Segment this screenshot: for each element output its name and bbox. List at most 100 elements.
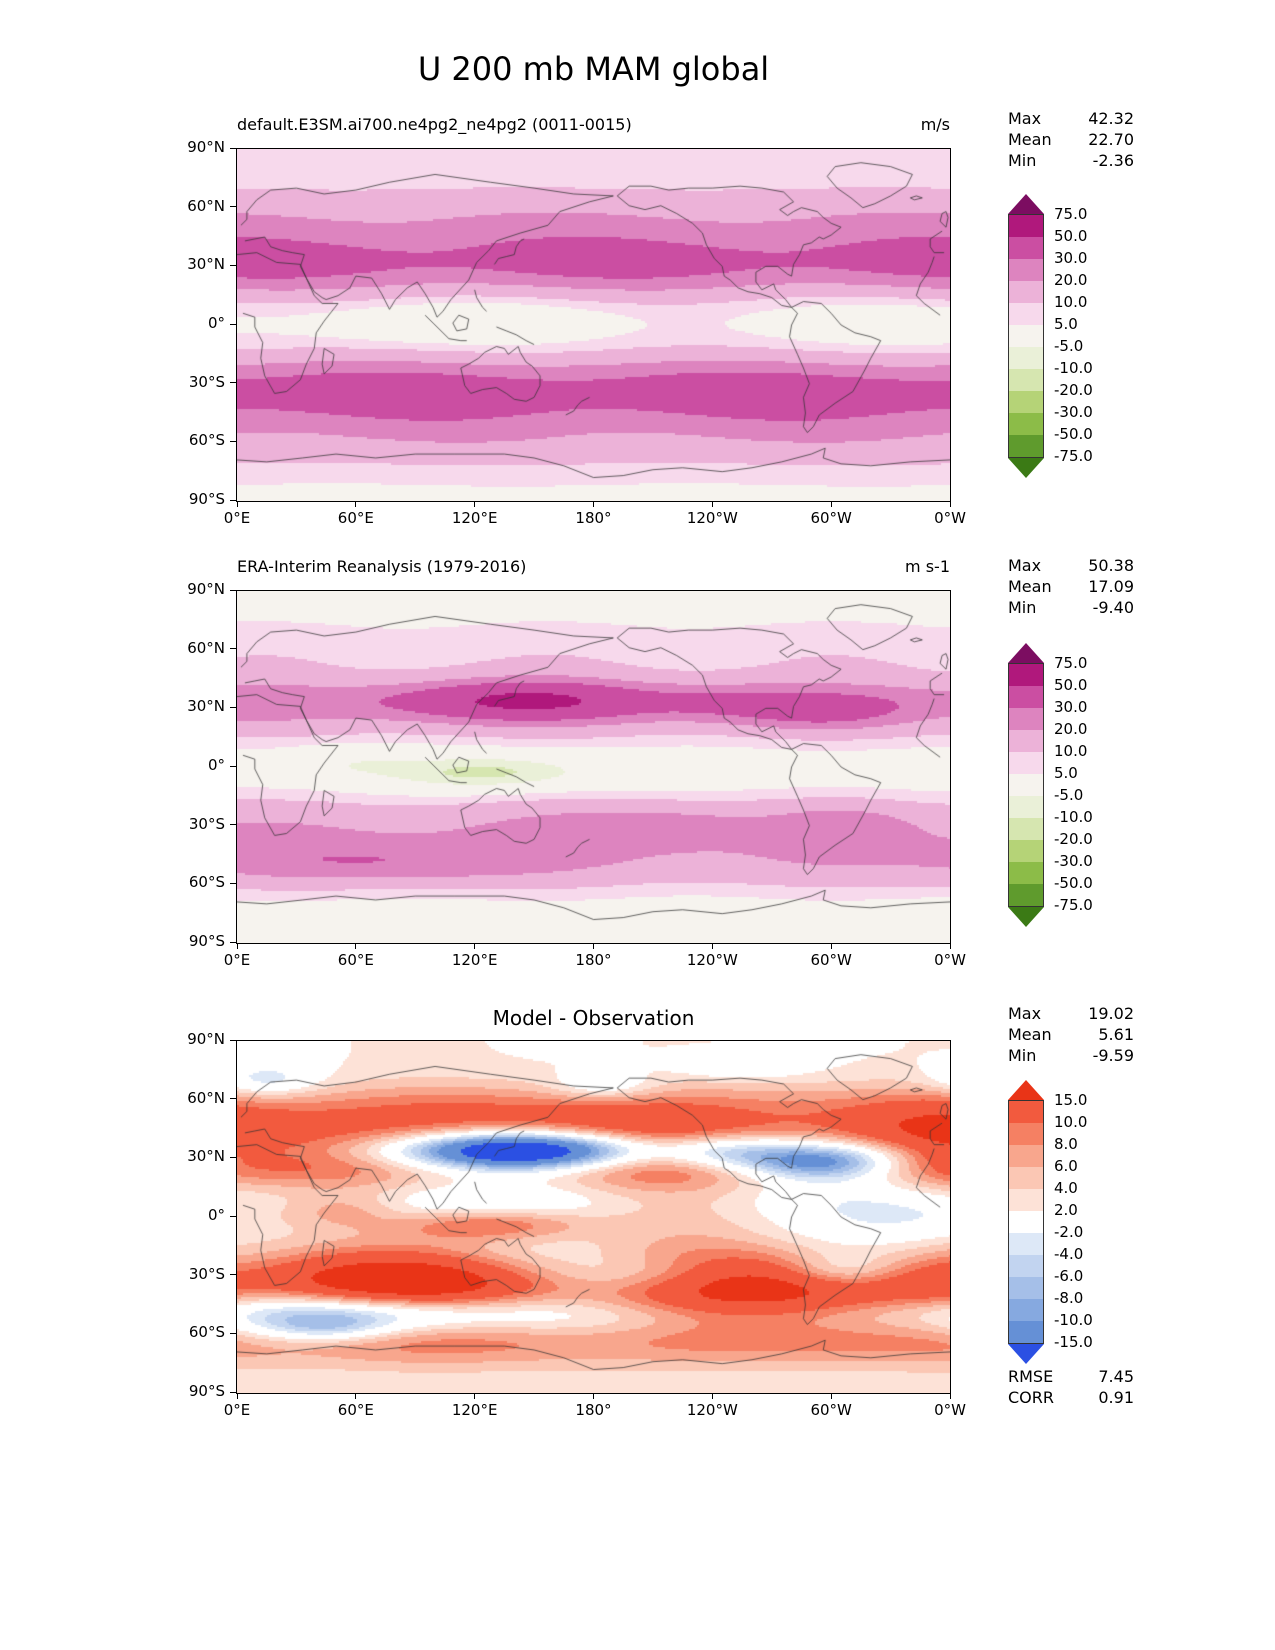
x-tick-mark: [355, 1394, 357, 1399]
colorbar-segment: [1009, 369, 1043, 391]
colorbar-segment: [1009, 435, 1043, 457]
colorbar-tick-label: 10.0: [1054, 1113, 1088, 1131]
colorbar-tick-label: -10.0: [1054, 808, 1093, 826]
colorbar-segment: [1009, 259, 1043, 281]
stat-label: Mean: [1008, 577, 1052, 596]
colorbar-reanalysis: 75.0 50.0 30.0 20.0 10.0 5.0 -5.0 -10.0 -20.0 -30…: [1008, 643, 1138, 927]
x-tick-label: 60°W: [810, 951, 852, 969]
stat-value: -9.40: [1092, 598, 1134, 617]
metric-row: CORR 0.91: [1008, 1387, 1134, 1408]
panel-title-reanalysis: ERA-Interim Reanalysis (1979-2016): [237, 557, 527, 576]
y-tick-mark: [230, 1098, 236, 1100]
colorbar-tick-label: -15.0: [1054, 1333, 1093, 1351]
y-tick-label: 90°N: [187, 580, 225, 598]
colorbar-tick-label: -8.0: [1054, 1289, 1084, 1307]
colorbar-segment: [1009, 884, 1043, 906]
y-tick-mark: [230, 1391, 236, 1393]
colorbar-tick-label: 5.0: [1054, 315, 1078, 333]
x-tick-label: 0°E: [223, 1401, 251, 1419]
y-tick-label: 60°S: [188, 431, 225, 450]
y-tick-mark: [230, 264, 236, 266]
colorbar-tick-label: 10.0: [1054, 742, 1088, 760]
colorbar-tick-label: 75.0: [1054, 654, 1088, 672]
colorbar-body: [1008, 1100, 1044, 1344]
y-tick-mark: [230, 499, 236, 501]
metric-value: 0.91: [1098, 1388, 1134, 1407]
y-tick-mark: [230, 1039, 236, 1041]
y-tick-mark: [230, 206, 236, 208]
colorbar-tick-label: 20.0: [1054, 720, 1088, 738]
stat-row: Mean 22.70: [1008, 129, 1134, 150]
stat-value: 17.09: [1088, 577, 1134, 596]
panel-difference: Model - Observation Max 19.02 Mean 5.61 …: [0, 995, 1275, 1465]
colorbar-segment: [1009, 347, 1043, 369]
y-tick-label: 30°N: [187, 255, 225, 274]
y-tick-mark: [230, 648, 236, 650]
y-tick-mark: [230, 1156, 236, 1158]
x-tick-mark: [593, 1394, 594, 1399]
colorbar-tick-label: 5.0: [1054, 764, 1078, 782]
stat-value: 5.61: [1098, 1025, 1134, 1044]
colorbar-tick-label: -75.0: [1054, 896, 1093, 914]
y-tick-mark: [230, 882, 236, 884]
colorbar-segment: [1009, 303, 1043, 325]
x-tick-mark: [236, 502, 238, 507]
y-tick-mark: [230, 765, 236, 767]
colorbar-segment: [1009, 752, 1043, 774]
x-tick-label: 120°E: [451, 951, 498, 969]
colorbar-upper-cap: [1008, 1080, 1044, 1100]
y-tick-label: 60°N: [187, 638, 225, 657]
stat-label: Mean: [1008, 130, 1052, 149]
y-tick-label: 90°N: [187, 138, 225, 156]
colorbar-segment: [1009, 1321, 1043, 1343]
colorbar-segment: [1009, 237, 1043, 259]
y-tick-label: 90°N: [187, 1030, 225, 1048]
colorbar-tick-label: -4.0: [1054, 1245, 1084, 1263]
stat-row: Max 42.32: [1008, 108, 1134, 129]
y-tick-mark: [230, 706, 236, 708]
colorbar-segment: [1009, 730, 1043, 752]
colorbar-segment: [1009, 1277, 1043, 1299]
y-tick-mark: [230, 147, 236, 149]
y-tick-label: 60°N: [187, 1088, 225, 1107]
panel-units-model: m/s: [920, 115, 950, 134]
y-tick-mark: [230, 824, 236, 826]
colorbar-tick-label: -50.0: [1054, 425, 1093, 443]
x-tick-mark: [711, 1394, 713, 1399]
colorbar-tick-label: -5.0: [1054, 786, 1084, 804]
y-tick-mark: [230, 323, 236, 325]
colorbar-tick-label: 75.0: [1054, 205, 1088, 223]
metric-label: CORR: [1008, 1388, 1054, 1407]
colorbar-tick-label: 6.0: [1054, 1157, 1078, 1175]
y-tick-mark: [230, 1274, 236, 1276]
x-tick-mark: [949, 502, 951, 507]
x-tick-label: 120°W: [686, 951, 738, 969]
x-tick-mark: [830, 502, 832, 507]
colorbar-lower-cap: [1008, 1344, 1044, 1364]
x-tick-mark: [593, 944, 594, 949]
stat-value: 42.32: [1088, 109, 1134, 128]
y-tick-label: 30°S: [188, 814, 225, 833]
x-tick-label: 0°W: [934, 1401, 966, 1419]
y-tick-label: 30°S: [188, 372, 225, 391]
y-tick-label: 60°S: [188, 873, 225, 892]
stat-label: Min: [1008, 1046, 1037, 1065]
stat-label: Max: [1008, 109, 1042, 128]
colorbar-tick-label: -75.0: [1054, 447, 1093, 465]
stats-block-model: Max 42.32 Mean 22.70 Min -2.36: [1008, 108, 1134, 171]
stat-row: Min -9.59: [1008, 1045, 1134, 1066]
x-tick-label: 120°E: [451, 1401, 498, 1419]
panel-units-reanalysis: m s-1: [905, 557, 950, 576]
x-tick-label: 0°W: [934, 509, 966, 527]
colorbar-segment: [1009, 664, 1043, 686]
x-tick-mark: [474, 944, 476, 949]
y-tick-mark: [230, 941, 236, 943]
panel-reanalysis: ERA-Interim Reanalysis (1979-2016) m s-1…: [0, 545, 1275, 995]
stat-row: Mean 5.61: [1008, 1024, 1134, 1045]
colorbar-model: 75.0 50.0 30.0 20.0 10.0 5.0 -5.0 -10.0 -20.0 -30…: [1008, 194, 1138, 478]
y-tick-label: 60°S: [188, 1323, 225, 1342]
stat-row: Max 19.02: [1008, 1003, 1134, 1024]
y-tick-mark: [230, 589, 236, 591]
y-tick-label: 30°N: [187, 1147, 225, 1166]
colorbar-segment: [1009, 686, 1043, 708]
